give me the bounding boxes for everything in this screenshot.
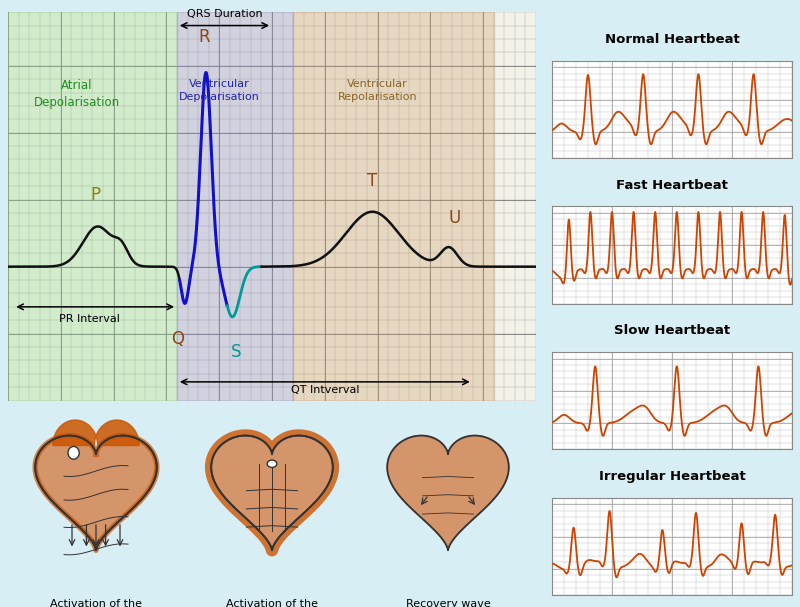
- Text: Recovery wave: Recovery wave: [406, 599, 490, 607]
- Text: Ventricular
Repolarisation: Ventricular Repolarisation: [338, 79, 418, 103]
- Polygon shape: [211, 436, 333, 550]
- Polygon shape: [211, 436, 333, 550]
- Text: Ventricular
Depolarisation: Ventricular Depolarisation: [178, 79, 260, 103]
- Text: Activation of the
ventricles: Activation of the ventricles: [226, 599, 318, 607]
- Text: U: U: [448, 209, 460, 227]
- Text: Fast Heartbeat: Fast Heartbeat: [616, 178, 728, 192]
- Ellipse shape: [267, 460, 277, 467]
- Polygon shape: [387, 436, 509, 550]
- Text: R: R: [198, 29, 210, 46]
- Text: Normal Heartbeat: Normal Heartbeat: [605, 33, 739, 46]
- Text: Activation of the
atria: Activation of the atria: [50, 599, 142, 607]
- Text: S: S: [231, 343, 242, 361]
- Text: QRS Duration: QRS Duration: [186, 10, 262, 19]
- Bar: [293, 12, 494, 401]
- Circle shape: [68, 447, 79, 459]
- Polygon shape: [53, 420, 139, 446]
- Text: Atrial
Depolarisation: Atrial Depolarisation: [34, 79, 120, 109]
- Text: QT Intverval: QT Intverval: [290, 385, 359, 395]
- Text: Q: Q: [171, 330, 185, 348]
- Bar: [8, 12, 177, 401]
- Text: P: P: [90, 186, 100, 204]
- Text: T: T: [367, 172, 378, 190]
- Polygon shape: [35, 436, 157, 550]
- Text: Irregular Heartbeat: Irregular Heartbeat: [598, 470, 746, 483]
- Text: Slow Heartbeat: Slow Heartbeat: [614, 324, 730, 337]
- Bar: [177, 12, 293, 401]
- Text: PR Interval: PR Interval: [59, 314, 120, 324]
